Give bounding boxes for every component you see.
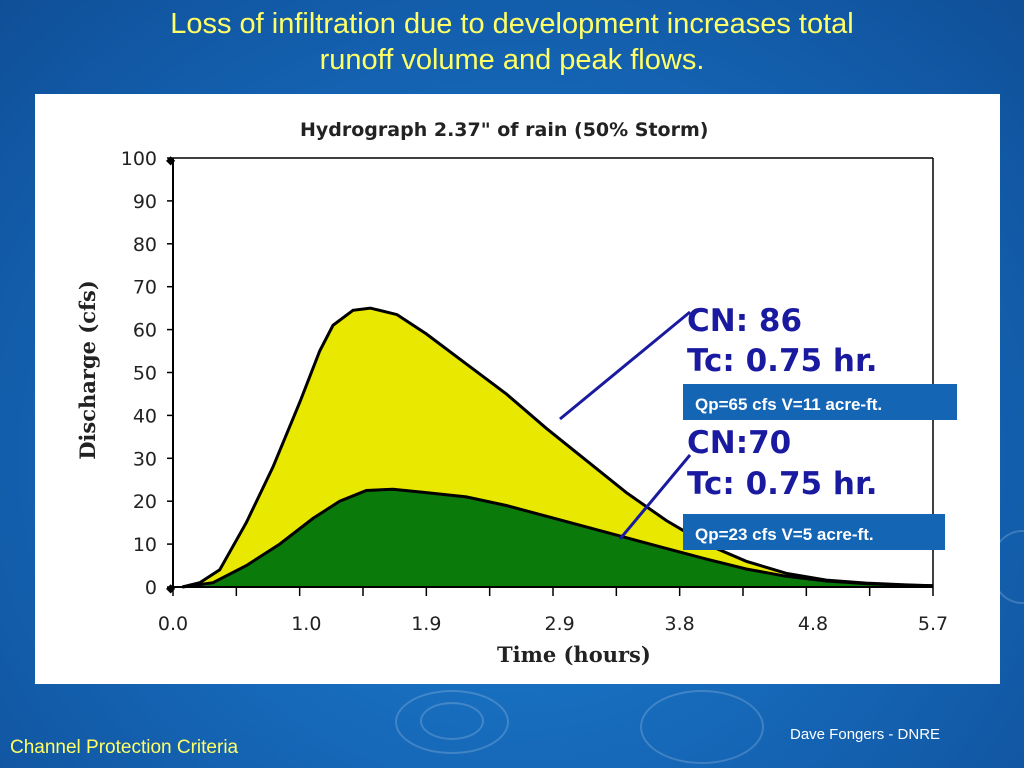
series-line-cn70 bbox=[182, 487, 934, 589]
x-tick-label: 0.0 bbox=[158, 613, 188, 635]
slide-title: Loss of infiltration due to development … bbox=[0, 6, 1024, 78]
y-axis-label: Discharge (cfs) bbox=[75, 280, 100, 460]
y-tick-label: 80 bbox=[133, 234, 157, 256]
y-tick-label: 40 bbox=[133, 405, 157, 427]
x-tick-label: 2.9 bbox=[545, 613, 575, 635]
series-area-cn70 bbox=[182, 489, 934, 587]
qp-box-cn70 bbox=[683, 514, 945, 550]
y-tick-label: 20 bbox=[133, 491, 157, 513]
origin-marker: ◆ bbox=[166, 581, 176, 595]
y-tick-label: 0 bbox=[145, 577, 157, 599]
callout-cn86-label: CN: 86 bbox=[687, 303, 802, 339]
callout-leader-cn70 bbox=[618, 454, 692, 540]
footer-section-title: Channel Protection Criteria bbox=[10, 737, 239, 758]
qp-box-cn86 bbox=[683, 384, 957, 420]
x-tick-label: 4.8 bbox=[798, 613, 828, 635]
y-tick-label: 70 bbox=[133, 277, 157, 299]
y-tick-label: 50 bbox=[133, 363, 157, 385]
callout-leader-cn86 bbox=[559, 310, 691, 421]
y-tick-label: 90 bbox=[133, 191, 157, 213]
slide-title-line1: Loss of infiltration due to development … bbox=[170, 8, 854, 40]
y-tick-label: 60 bbox=[133, 320, 157, 342]
x-axis-label: Time (hours) bbox=[497, 642, 651, 667]
x-tick-label: 3.8 bbox=[665, 613, 695, 635]
x-tick-label: 1.0 bbox=[291, 613, 321, 635]
origin-marker: ◆ bbox=[166, 153, 176, 167]
ripple-decoration bbox=[640, 690, 764, 764]
qp-box-cn70-text: Qp=23 cfs V=5 acre-ft. bbox=[695, 525, 874, 544]
y-tick-label: 100 bbox=[121, 148, 157, 170]
qp-box-cn86-text: Qp=65 cfs V=11 acre-ft. bbox=[695, 395, 882, 414]
footer-author: Dave Fongers - DNRE bbox=[790, 726, 941, 743]
callout-tc-label: Tc: 0.75 hr. bbox=[687, 343, 878, 379]
chart-panel: Hydrograph 2.37" of rain (50% Storm) 0 10 2… bbox=[35, 94, 1000, 684]
callout-tc-label: Tc: 0.75 hr. bbox=[687, 466, 878, 502]
ripple-decoration bbox=[420, 702, 484, 740]
chart-title: Hydrograph 2.37" of rain (50% Storm) bbox=[300, 119, 708, 141]
callout-cn70-label: CN:70 bbox=[687, 425, 791, 461]
x-tick-label: 1.9 bbox=[411, 613, 441, 635]
y-tick-label: 30 bbox=[133, 448, 157, 470]
hydrograph-chart: Hydrograph 2.37" of rain (50% Storm) 0 10 2… bbox=[75, 119, 957, 667]
series-line-cn86 bbox=[181, 306, 934, 589]
ripple-decoration bbox=[395, 690, 509, 754]
slide-title-line2: runoff volume and peak flows. bbox=[319, 44, 705, 76]
x-tick-label: 5.7 bbox=[918, 613, 948, 635]
y-tick-label: 10 bbox=[133, 534, 157, 556]
